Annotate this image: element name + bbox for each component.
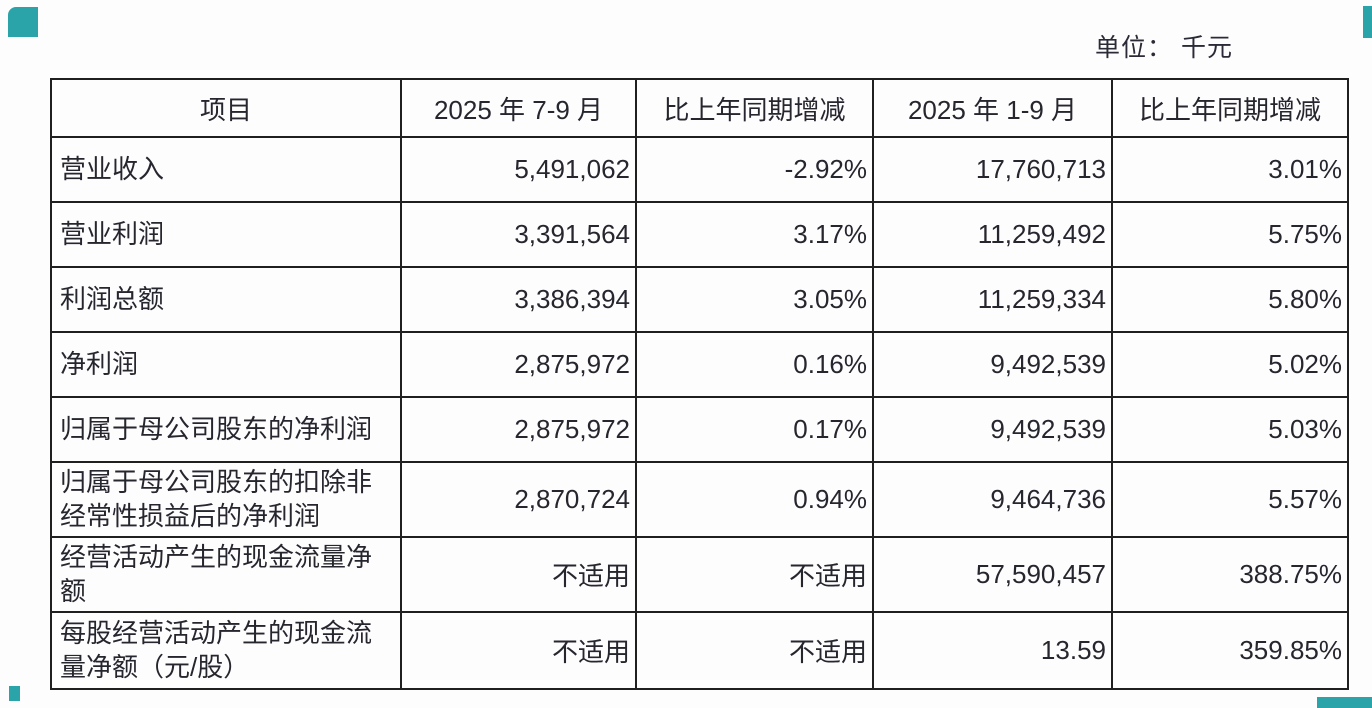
financial-results-table: 项目 2025 年 7-9 月 比上年同期增减 2025 年 1-9 月 比上年… bbox=[50, 78, 1349, 690]
table-row: 每股经营活动产生的现金流量净额（元/股） 不适用 不适用 13.59 359.85% bbox=[50, 611, 1349, 690]
row-value: 0.16% bbox=[635, 331, 874, 398]
row-item-label: 归属于母公司股东的扣除非经常性损益后的净利润 bbox=[50, 461, 402, 538]
row-value: 9,492,539 bbox=[872, 396, 1113, 463]
unit-label: 单位： 千元 bbox=[1095, 34, 1233, 62]
teal-edge-mark-bottom-right bbox=[1317, 697, 1372, 708]
table-row: 利润总额 3,386,394 3.05% 11,259,334 5.80% bbox=[50, 266, 1349, 333]
row-value: 3.17% bbox=[635, 201, 874, 268]
column-header-ytd-period: 2025 年 1-9 月 bbox=[872, 78, 1113, 138]
row-value: 0.17% bbox=[635, 396, 874, 463]
teal-edge-mark-right-top bbox=[1363, 6, 1372, 38]
row-value: 359.85% bbox=[1111, 611, 1349, 690]
row-value: 3.05% bbox=[635, 266, 874, 333]
row-value: 5.80% bbox=[1111, 266, 1349, 333]
row-value: 0.94% bbox=[635, 461, 874, 538]
row-value: 17,760,713 bbox=[872, 136, 1113, 203]
table-body: 营业收入 5,491,062 -2.92% 17,760,713 3.01% 营业利润 3,… bbox=[50, 136, 1349, 690]
column-header-ytd-change: 比上年同期增减 bbox=[1111, 78, 1349, 138]
teal-corner-mark-top-left bbox=[8, 7, 38, 37]
row-value: 9,492,539 bbox=[872, 331, 1113, 398]
table-row: 净利润 2,875,972 0.16% 9,492,539 5.02% bbox=[50, 331, 1349, 398]
row-value: 9,464,736 bbox=[872, 461, 1113, 538]
row-value: 5.02% bbox=[1111, 331, 1349, 398]
table-row: 归属于母公司股东的净利润 2,875,972 0.17% 9,492,539 5.03% bbox=[50, 396, 1349, 463]
row-value: -2.92% bbox=[635, 136, 874, 203]
row-value: 5,491,062 bbox=[400, 136, 637, 203]
row-item-label: 营业利润 bbox=[50, 201, 402, 268]
row-value: 2,875,972 bbox=[400, 331, 637, 398]
table-row: 营业收入 5,491,062 -2.92% 17,760,713 3.01% bbox=[50, 136, 1349, 203]
header-row: 项目 2025 年 7-9 月 比上年同期增减 2025 年 1-9 月 比上年… bbox=[50, 78, 1349, 138]
row-item-label: 营业收入 bbox=[50, 136, 402, 203]
row-value: 57,590,457 bbox=[872, 536, 1113, 613]
row-value: 3,391,564 bbox=[400, 201, 637, 268]
row-value: 11,259,334 bbox=[872, 266, 1113, 333]
column-header-q3-period: 2025 年 7-9 月 bbox=[400, 78, 637, 138]
column-header-q3-change: 比上年同期增减 bbox=[635, 78, 874, 138]
row-value: 388.75% bbox=[1111, 536, 1349, 613]
table-header: 项目 2025 年 7-9 月 比上年同期增减 2025 年 1-9 月 比上年… bbox=[50, 78, 1349, 138]
row-value: 5.75% bbox=[1111, 201, 1349, 268]
row-value: 不适用 bbox=[635, 611, 874, 690]
row-item-label: 经营活动产生的现金流量净额 bbox=[50, 536, 402, 613]
row-value: 不适用 bbox=[400, 536, 637, 613]
row-item-label: 净利润 bbox=[50, 331, 402, 398]
row-value: 5.57% bbox=[1111, 461, 1349, 538]
row-value: 2,870,724 bbox=[400, 461, 637, 538]
row-value: 5.03% bbox=[1111, 396, 1349, 463]
row-value: 3.01% bbox=[1111, 136, 1349, 203]
table-row: 归属于母公司股东的扣除非经常性损益后的净利润 2,870,724 0.94% 9,46… bbox=[50, 461, 1349, 538]
row-value: 11,259,492 bbox=[872, 201, 1113, 268]
column-header-item: 项目 bbox=[50, 78, 402, 138]
row-value: 不适用 bbox=[400, 611, 637, 690]
row-value: 13.59 bbox=[872, 611, 1113, 690]
row-value: 2,875,972 bbox=[400, 396, 637, 463]
table-row: 经营活动产生的现金流量净额 不适用 不适用 57,590,457 388.75% bbox=[50, 536, 1349, 613]
row-item-label: 利润总额 bbox=[50, 266, 402, 333]
row-item-label: 归属于母公司股东的净利润 bbox=[50, 396, 402, 463]
row-value: 3,386,394 bbox=[400, 266, 637, 333]
table-row: 营业利润 3,391,564 3.17% 11,259,492 5.75% bbox=[50, 201, 1349, 268]
teal-corner-mark-bottom-left bbox=[9, 686, 20, 701]
row-item-label: 每股经营活动产生的现金流量净额（元/股） bbox=[50, 611, 402, 690]
row-value: 不适用 bbox=[635, 536, 874, 613]
